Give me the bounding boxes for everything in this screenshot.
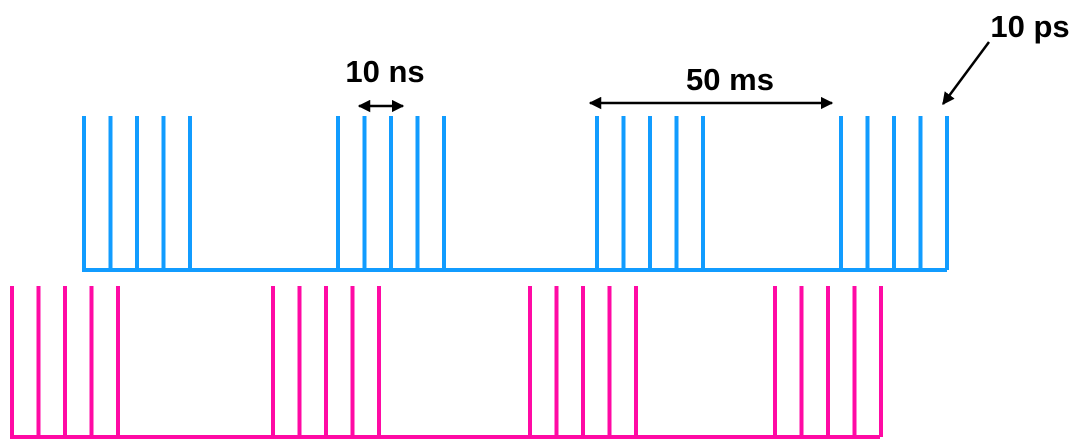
magenta-burst bbox=[10, 286, 120, 437]
burst-spacing-annotation: 50 ms bbox=[588, 62, 834, 110]
pulse-spacing-label: 10 ns bbox=[345, 54, 424, 89]
blue-pulse-train bbox=[82, 116, 949, 272]
pulse-width-annotation: 10 ps bbox=[941, 9, 1070, 106]
magenta-burst bbox=[528, 286, 638, 437]
magenta-burst bbox=[271, 286, 381, 437]
blue-burst bbox=[82, 116, 192, 270]
pulse-width-arrow bbox=[941, 41, 991, 106]
blue-burst bbox=[336, 116, 446, 270]
magenta-pulse-train bbox=[10, 286, 883, 439]
pulse-spacing-annotation: 10 ns bbox=[345, 54, 425, 113]
burst-spacing-label: 50 ms bbox=[686, 62, 774, 97]
magenta-burst bbox=[773, 286, 883, 437]
pulse-width-label: 10 ps bbox=[990, 9, 1069, 44]
blue-burst bbox=[839, 116, 949, 270]
blue-burst bbox=[595, 116, 705, 270]
